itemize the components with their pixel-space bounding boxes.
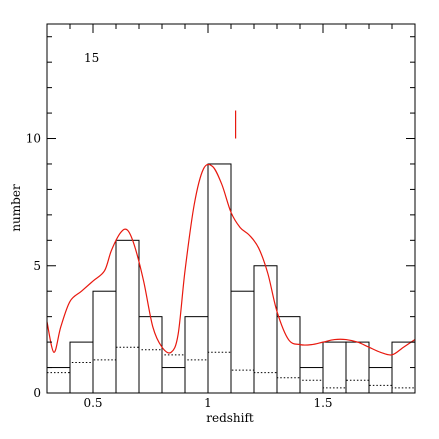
expected-dotted-line	[47, 346, 415, 389]
y-tick-label: 0	[33, 386, 41, 400]
histogram-bar	[253, 265, 278, 394]
histogram-bar	[322, 341, 347, 394]
plot-annotation: 15	[84, 51, 99, 65]
histogram-bar	[230, 290, 255, 394]
histogram-bar	[138, 316, 163, 394]
histogram-bar	[345, 341, 370, 394]
histogram-bar	[207, 163, 232, 394]
smoothed-curve-line	[46, 163, 416, 356]
x-axis-title: redshift	[206, 411, 254, 425]
x-tick-label: 1.5	[313, 396, 332, 410]
smoothed-red-curve	[46, 163, 416, 356]
histogram-bar	[92, 290, 117, 394]
y-tick-label: 5	[33, 259, 41, 273]
tick-labels: 0.5 1 1.5 0 5 10	[26, 132, 333, 410]
x-tick-label: 1	[204, 396, 212, 410]
histogram-bar	[276, 316, 301, 394]
histogram-bar	[368, 367, 393, 394]
histogram-bar	[69, 341, 94, 394]
y-tick-label: 10	[26, 132, 41, 146]
histogram-bar	[115, 239, 140, 394]
histogram-bars	[46, 163, 416, 394]
y-axis-title: number	[9, 184, 23, 232]
x-tick-label: 0.5	[83, 396, 102, 410]
histogram-bar	[184, 316, 209, 394]
axis-ticks	[46, 24, 416, 394]
histogram-bar	[46, 367, 71, 394]
expected-dotted-histogram	[47, 346, 415, 389]
histogram-bar	[161, 367, 186, 394]
